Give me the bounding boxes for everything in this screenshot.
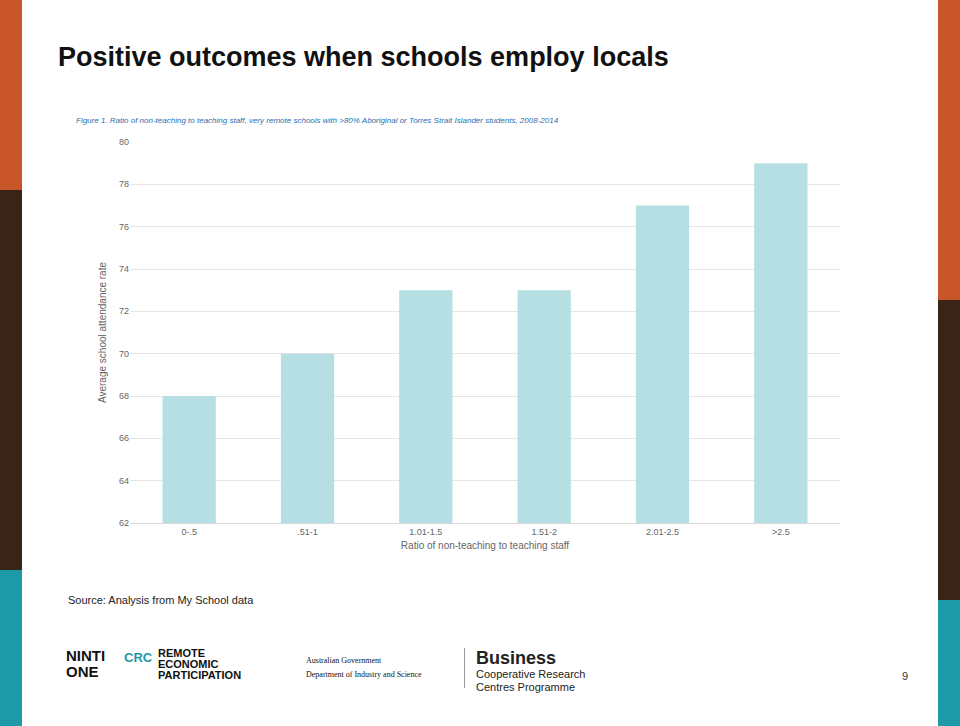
- svg-text:80: 80: [119, 137, 129, 147]
- svg-text:70: 70: [119, 349, 129, 359]
- html-text:PARTICIPATION: PARTICIPATION: [158, 669, 242, 681]
- html-text:CRC REMOTE: CRC REMOTE: [124, 647, 206, 665]
- html-text:Positive outcomes when schools: Positive outcomes when schools employ lo…: [58, 42, 669, 72]
- html-text:Cooperative Research: Cooperative Research: [476, 668, 586, 680]
- svg-text:78: 78: [119, 179, 129, 189]
- html-text:Source: Analysis from My Schoo: Source: Analysis from My School data: [68, 594, 254, 606]
- svg-text:64: 64: [119, 476, 129, 486]
- html-text:Centres Programme: Centres Programme: [476, 681, 575, 693]
- svg-text:66: 66: [119, 433, 129, 443]
- html-text:NINTI: NINTI: [66, 647, 106, 664]
- html-text:ECONOMIC: ECONOMIC: [158, 658, 219, 670]
- svg-text:1.01-1.5: 1.01-1.5: [409, 527, 442, 537]
- html-text:9: 9: [901, 670, 908, 682]
- svg-text:0-.5: 0-.5: [181, 527, 197, 537]
- svg-text:62: 62: [119, 518, 129, 528]
- svg-text:76: 76: [119, 222, 129, 232]
- html-text:Business: Business: [476, 648, 556, 668]
- html-text:ONE: ONE: [66, 663, 99, 680]
- svg-text:.51-1: .51-1: [297, 527, 318, 537]
- svg-text:>2.5: >2.5: [772, 527, 790, 537]
- svg-text:Ratio of non-teaching to teach: Ratio of non-teaching to teaching staff: [401, 540, 569, 551]
- svg-text:1.51-2: 1.51-2: [531, 527, 557, 537]
- html-text:Department of Industry and Sci: Department of Industry and Science: [306, 670, 422, 679]
- svg-text:72: 72: [119, 306, 129, 316]
- svg-text:74: 74: [119, 264, 129, 274]
- svg-text:Figure 1. Ratio of non-teachin: Figure 1. Ratio of non-teaching to teach…: [76, 116, 559, 125]
- svg-text:Average school attendance rate: Average school attendance rate: [97, 262, 108, 403]
- svg-text:2.01-2.5: 2.01-2.5: [646, 527, 679, 537]
- html-text:Australian Government: Australian Government: [306, 656, 382, 665]
- svg-text:68: 68: [119, 391, 129, 401]
